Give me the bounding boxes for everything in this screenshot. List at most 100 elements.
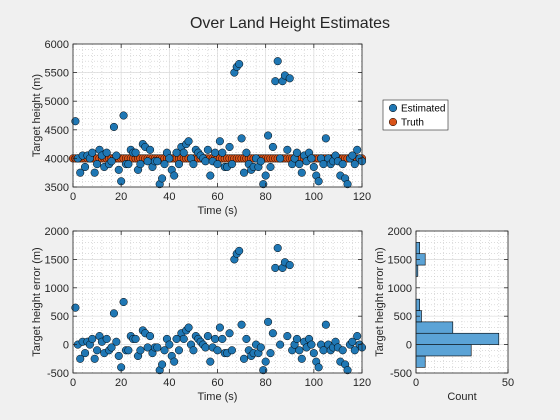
error-point	[170, 357, 179, 366]
figure-title: Over Land Height Estimates	[190, 15, 390, 32]
estimated-point	[235, 59, 244, 69]
estimated-point	[256, 157, 265, 166]
estimated-point	[93, 160, 102, 169]
error-point	[184, 323, 193, 332]
estimated-point	[184, 137, 193, 146]
error-point	[90, 354, 99, 363]
y-tick-label: 6000	[45, 39, 69, 51]
error-point	[297, 354, 306, 363]
error-point	[153, 343, 162, 352]
error-point	[268, 329, 277, 338]
estimated-point	[206, 171, 215, 180]
y-tick-label: 0	[63, 340, 69, 352]
estimated-point	[218, 148, 227, 157]
estimated-point	[350, 160, 359, 169]
y-tick-label: 3500	[45, 182, 69, 194]
legend: Estimated Truth	[382, 99, 449, 131]
x-axis-label: Count	[447, 391, 476, 403]
error-point	[227, 346, 236, 355]
error-point	[239, 354, 249, 363]
estimated-point	[114, 165, 123, 174]
error-point	[71, 303, 80, 312]
error-point	[124, 346, 133, 355]
estimated-point	[189, 160, 198, 169]
x-tick-label: 20	[115, 377, 127, 389]
y-tick-label: -500	[390, 368, 412, 380]
histogram-bar	[415, 298, 420, 311]
error-point	[76, 354, 85, 363]
error-point	[261, 357, 270, 366]
error-point	[93, 346, 102, 355]
estimated-point	[225, 142, 234, 152]
estimated-point	[338, 160, 347, 169]
estimated-point	[259, 180, 268, 189]
estimated-point	[276, 154, 285, 163]
error-point	[213, 346, 222, 355]
legend-marker	[388, 103, 398, 113]
y-tick-label: 2000	[45, 226, 69, 238]
error-point	[189, 346, 198, 355]
estimated-point	[237, 134, 246, 143]
error-point	[276, 340, 285, 349]
y-tick-label: 500	[51, 311, 69, 323]
estimated-point	[271, 77, 280, 86]
estimated-point	[170, 171, 179, 180]
error-point	[146, 332, 155, 341]
x-axis-label: Time (s)	[198, 205, 238, 217]
error-point	[235, 246, 244, 255]
error-point	[102, 334, 111, 343]
x-tick-label: 120	[353, 191, 371, 203]
y-axis-label: Target height error (m)	[31, 247, 43, 356]
estimated-point	[283, 145, 292, 154]
y-tick-label: 2000	[388, 226, 412, 238]
legend-marker	[388, 117, 398, 127]
x-tick-label: 100	[305, 377, 323, 389]
y-axis-label: Target height error (m)	[374, 247, 386, 356]
error-point	[264, 317, 273, 326]
estimated-point	[107, 157, 116, 166]
error-point	[259, 366, 268, 375]
estimated-point	[71, 117, 80, 126]
estimated-point	[343, 180, 352, 189]
estimated-point	[146, 145, 155, 154]
estimated-point	[292, 148, 302, 157]
estimated-point	[203, 145, 212, 154]
x-tick-label: 20	[115, 191, 127, 203]
histogram-bar	[415, 242, 420, 255]
error-point	[295, 346, 304, 355]
y-tick-label: 4000	[45, 153, 69, 165]
axes-frame	[415, 230, 509, 374]
y-tick-label: 5000	[45, 96, 69, 108]
estimated-point	[242, 148, 251, 157]
error-point	[350, 346, 359, 355]
x-tick-label: 100	[305, 191, 323, 203]
estimated-point	[174, 160, 184, 169]
estimated-point	[136, 160, 145, 169]
estimated-point	[76, 168, 85, 177]
error-point	[165, 340, 174, 349]
estimated-point	[264, 131, 273, 140]
error-point	[203, 332, 212, 341]
x-tick-label: 0	[413, 377, 419, 389]
estimated-point	[211, 148, 220, 157]
estimated-point	[273, 57, 282, 66]
estimated-point	[88, 148, 97, 157]
x-tick-label: 50	[502, 377, 514, 389]
x-tick-label: 60	[211, 191, 223, 203]
x-tick-label: 60	[211, 377, 223, 389]
x-tick-label: 40	[163, 377, 175, 389]
estimated-point	[321, 134, 330, 143]
y-tick-label: 1000	[45, 283, 69, 295]
error-point	[158, 360, 167, 369]
estimated-point	[112, 151, 121, 160]
error-point	[206, 357, 215, 366]
x-axis-label: Time (s)	[198, 391, 238, 403]
estimated-point	[131, 148, 140, 157]
estimated-point	[102, 148, 111, 157]
error-point	[215, 323, 224, 332]
estimated-point	[213, 160, 222, 169]
error-point	[160, 346, 169, 355]
legend-label: Truth	[401, 118, 424, 129]
error-point	[237, 320, 246, 329]
